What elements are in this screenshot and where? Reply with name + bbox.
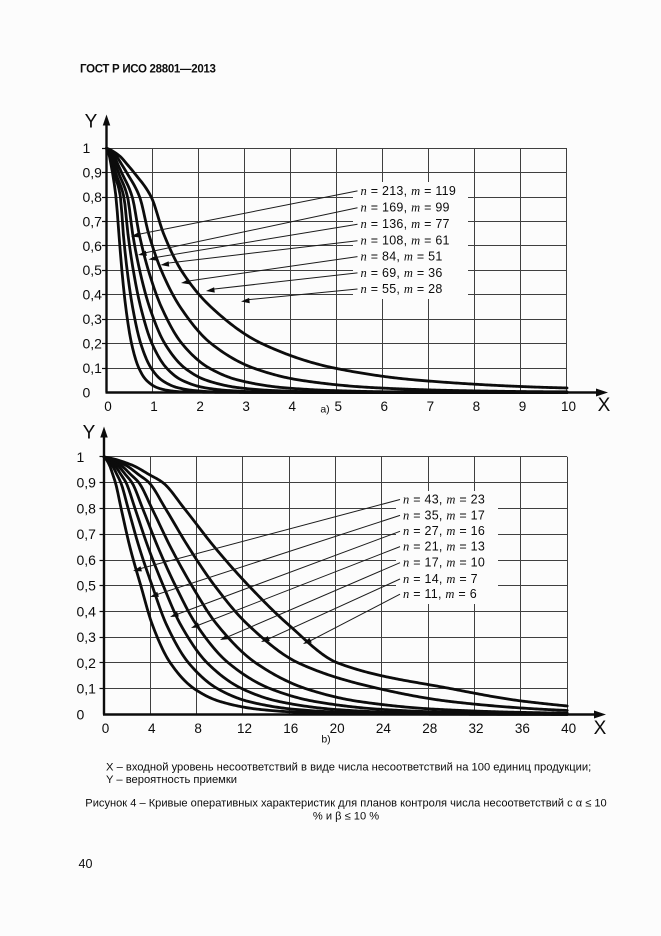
svg-text:0,1: 0,1 (77, 681, 97, 697)
svg-text:8: 8 (194, 721, 202, 736)
svg-text:40: 40 (79, 857, 93, 871)
svg-text:0: 0 (104, 399, 112, 414)
svg-text:0,5: 0,5 (77, 578, 97, 594)
svg-text:n = 213, m = 119: n = 213, m = 119 (361, 184, 457, 198)
svg-text:7: 7 (427, 399, 435, 414)
svg-text:0,2: 0,2 (77, 655, 97, 671)
svg-text:n = 55, m = 28: n = 55, m = 28 (361, 282, 443, 296)
svg-text:n = 108, m = 61: n = 108, m = 61 (361, 234, 450, 248)
svg-text:0,3: 0,3 (77, 629, 97, 645)
svg-text:32: 32 (469, 721, 484, 736)
svg-text:n = 43, m = 23: n = 43, m = 23 (403, 492, 485, 506)
svg-text:n = 17, m = 10: n = 17, m = 10 (403, 556, 485, 570)
svg-text:n = 69, m = 36: n = 69, m = 36 (361, 266, 443, 280)
svg-text:X: X (598, 395, 611, 416)
svg-text:Y – вероятность приемки: Y – вероятность приемки (106, 774, 237, 786)
svg-text:3: 3 (242, 399, 250, 414)
svg-text:n = 14, m = 7: n = 14, m = 7 (403, 572, 478, 586)
svg-text:20: 20 (330, 721, 345, 736)
svg-text:0,5: 0,5 (83, 262, 103, 278)
svg-text:8: 8 (473, 399, 481, 414)
svg-text:0,9: 0,9 (77, 475, 97, 491)
svg-text:ГОСТ Р ИСО 28801—2013: ГОСТ Р ИСО 28801—2013 (80, 64, 216, 76)
svg-text:40: 40 (561, 721, 576, 736)
svg-text:1: 1 (77, 449, 85, 465)
svg-text:0,7: 0,7 (83, 213, 103, 229)
svg-text:36: 36 (515, 721, 530, 736)
svg-text:n = 11, m = 6: n = 11, m = 6 (403, 587, 477, 601)
svg-text:0,8: 0,8 (83, 189, 103, 205)
svg-text:0,3: 0,3 (83, 311, 103, 327)
svg-text:X: X (594, 718, 607, 739)
svg-text:2: 2 (196, 399, 204, 414)
svg-text:X – входной уровень несоответс: X – входной уровень несоответствий в вид… (106, 762, 591, 774)
svg-text:1: 1 (83, 140, 91, 156)
svg-text:n = 27, m = 16: n = 27, m = 16 (403, 524, 485, 538)
svg-text:0: 0 (102, 721, 110, 736)
svg-text:0,8: 0,8 (77, 500, 97, 516)
svg-text:4: 4 (288, 399, 296, 414)
svg-text:0,9: 0,9 (83, 165, 103, 181)
svg-text:a): a) (320, 404, 329, 416)
svg-text:12: 12 (237, 721, 252, 736)
svg-text:0,7: 0,7 (77, 526, 97, 542)
svg-text:n = 169, m = 99: n = 169, m = 99 (361, 201, 450, 215)
svg-text:0,4: 0,4 (83, 287, 103, 303)
svg-text:1: 1 (150, 399, 158, 414)
svg-text:16: 16 (283, 721, 298, 736)
svg-text:0,6: 0,6 (83, 238, 103, 254)
svg-text:0,4: 0,4 (77, 603, 97, 619)
svg-text:% и β ≤ 10 %: % и β ≤ 10 % (313, 811, 379, 823)
svg-text:5: 5 (334, 399, 342, 414)
svg-text:Y: Y (83, 422, 96, 443)
svg-text:b): b) (321, 734, 330, 746)
svg-text:0,1: 0,1 (83, 360, 103, 376)
svg-text:10: 10 (561, 399, 576, 414)
svg-text:0: 0 (77, 706, 85, 722)
svg-text:0,6: 0,6 (77, 552, 97, 568)
svg-text:9: 9 (519, 399, 527, 414)
svg-text:Рисунок 4 – Кривые оперативных: Рисунок 4 – Кривые оперативных характери… (85, 798, 606, 810)
svg-text:0: 0 (83, 384, 91, 400)
svg-text:n = 84, m = 51: n = 84, m = 51 (361, 250, 443, 264)
svg-text:6: 6 (381, 399, 389, 414)
svg-text:n = 21, m = 13: n = 21, m = 13 (403, 540, 485, 554)
svg-text:Y: Y (85, 111, 98, 132)
svg-text:n = 136, m = 77: n = 136, m = 77 (361, 217, 450, 231)
svg-text:0,2: 0,2 (83, 335, 103, 351)
svg-text:28: 28 (422, 721, 437, 736)
svg-text:24: 24 (376, 721, 392, 736)
svg-text:n = 35, m = 17: n = 35, m = 17 (403, 508, 485, 522)
svg-text:4: 4 (148, 721, 156, 736)
